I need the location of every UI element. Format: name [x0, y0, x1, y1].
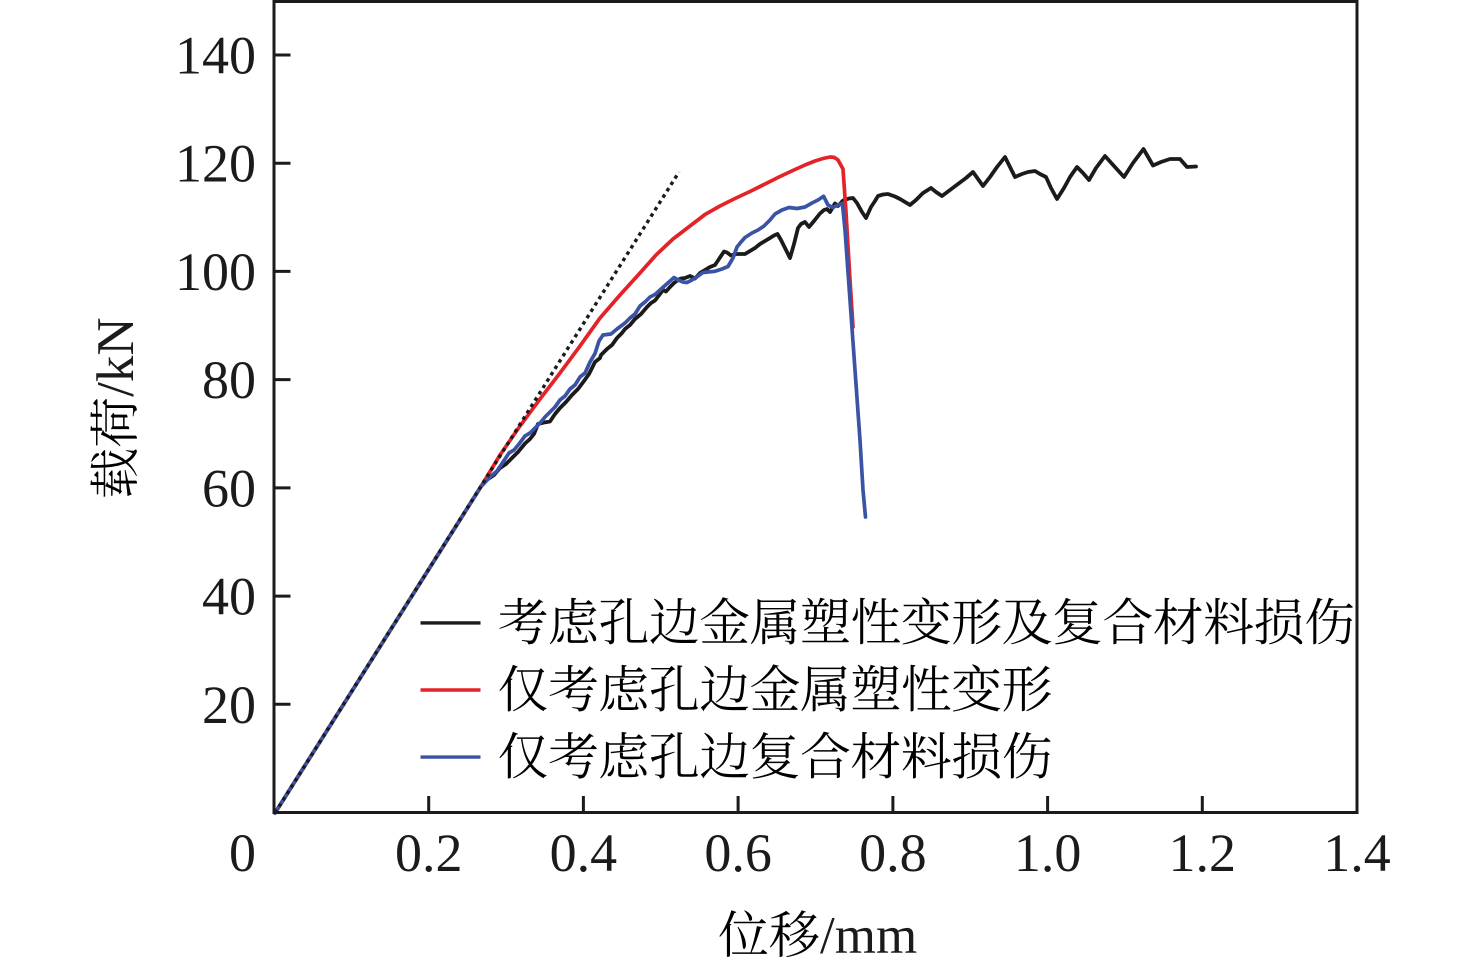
svg-text:100: 100 [175, 242, 256, 302]
svg-text:1.4: 1.4 [1323, 823, 1391, 883]
svg-text:0.8: 0.8 [859, 823, 927, 883]
svg-text:40: 40 [202, 567, 256, 627]
svg-text:/mm: /mm [820, 907, 917, 965]
svg-text:140: 140 [175, 26, 256, 86]
svg-text:80: 80 [202, 350, 256, 410]
svg-text:120: 120 [175, 134, 256, 194]
svg-text:1.0: 1.0 [1014, 823, 1082, 883]
svg-text:0: 0 [229, 823, 256, 883]
svg-text:0.6: 0.6 [704, 823, 772, 883]
svg-text:20: 20 [202, 675, 256, 735]
svg-text:1.2: 1.2 [1169, 823, 1237, 883]
svg-text:60: 60 [202, 458, 256, 518]
svg-text:0.4: 0.4 [550, 823, 618, 883]
svg-text:0.2: 0.2 [395, 823, 463, 883]
svg-text:/kN: /kN [87, 317, 145, 397]
